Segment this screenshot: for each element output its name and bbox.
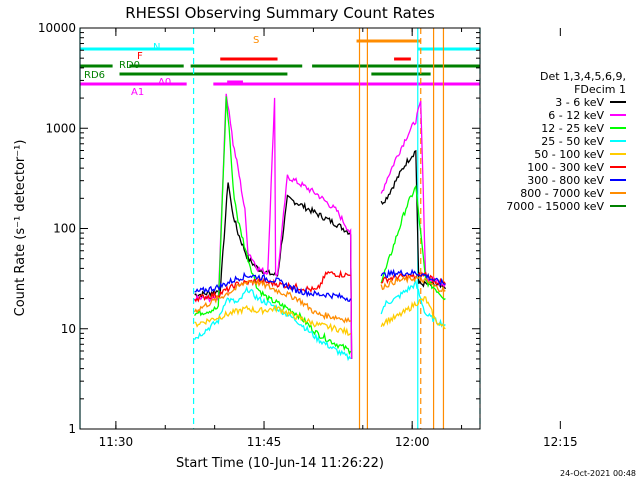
series-lines <box>194 93 446 362</box>
legend-entry: 12 - 25 keV <box>470 122 626 135</box>
legend-entry: 25 - 50 keV <box>470 135 626 148</box>
y-tick-label: 1 <box>68 422 76 436</box>
legend-entry: 100 - 300 keV <box>470 161 626 174</box>
legend-entry-label: 800 - 7000 keV <box>520 187 604 200</box>
legend-entry: 300 - 800 keV <box>470 174 626 187</box>
series-line-300-800-kev <box>194 271 352 302</box>
series-line-800-7000-kev <box>194 277 351 324</box>
chart-title: RHESSI Observing Summary Count Rates <box>125 4 435 22</box>
x-axis-label: Start Time (10-Jun-14 11:26:22) <box>176 456 384 471</box>
legend-entry-label: 3 - 6 keV <box>555 96 604 109</box>
y-tick-label: 10 <box>61 322 76 336</box>
series-line-50-100-kev <box>380 296 446 330</box>
y-tick-label: 1000 <box>45 121 76 135</box>
legend-entry: 3 - 6 keV <box>470 96 626 109</box>
legend-header-1: Det 1,3,4,5,6,9, <box>539 70 626 83</box>
flag-label-n: N <box>153 42 160 53</box>
flag-bars: NFSRD0RD6A0A1 <box>80 35 480 98</box>
series-line-25-50-kev <box>194 285 352 362</box>
legend-swatch <box>610 166 626 169</box>
legend-swatch <box>610 114 626 117</box>
legend-swatch <box>610 179 626 182</box>
legend-swatch <box>610 205 626 208</box>
series-line-100-300-kev <box>194 269 351 303</box>
legend-entry-label: 25 - 50 keV <box>541 135 604 148</box>
legend-entry-label: 6 - 12 keV <box>548 109 604 122</box>
legend-entry: 50 - 100 keV <box>470 148 626 161</box>
series-line-300-800-kev <box>380 268 446 286</box>
series-line-800-7000-kev <box>380 275 446 293</box>
legend-entry-label: 300 - 800 keV <box>527 174 604 187</box>
flag-label-rd6: RD6 <box>84 70 105 81</box>
legend-header-2: FDecim 1 <box>574 83 626 96</box>
flag-label-f: F <box>137 51 143 62</box>
legend-entry: 7000 - 15000 keV <box>470 200 626 213</box>
series-line-12-25-kev <box>194 96 352 356</box>
legend-swatch <box>610 192 626 195</box>
x-tick-label: 11:45 <box>247 435 282 449</box>
y-tick-label: 100 <box>53 222 76 236</box>
y-tick-label: 10000 <box>38 21 76 35</box>
legend-swatch <box>610 127 626 130</box>
legend-entry-label: 7000 - 15000 keV <box>506 200 604 213</box>
flag-label-rd0: RD0 <box>119 60 140 71</box>
x-tick-label: 12:15 <box>543 435 578 449</box>
x-tick-label: 12:00 <box>395 435 430 449</box>
series-line-50-100-kev <box>194 304 352 336</box>
legend-entry: 6 - 12 keV <box>470 109 626 122</box>
legend-swatch <box>610 140 626 143</box>
legend-entry: 800 - 7000 keV <box>470 187 626 200</box>
flag-label-a1: A1 <box>131 87 144 98</box>
legend-entry-label: 100 - 300 keV <box>527 161 604 174</box>
legend-swatch <box>610 153 626 156</box>
legend-swatch <box>610 101 626 104</box>
legend-entry-label: 50 - 100 keV <box>534 148 604 161</box>
x-tick-label: 11:30 <box>99 435 134 449</box>
axes: 11010010001000011:3011:4512:0012:1512:30… <box>38 21 578 449</box>
series-line-12-25-kev <box>380 184 446 301</box>
legend-entry-label: 12 - 25 keV <box>541 122 604 135</box>
flag-label-s: S <box>253 35 259 46</box>
footer-timestamp: 24-Oct-2021 00:48 <box>560 469 636 478</box>
y-axis-label: Count Rate (s⁻¹ detector⁻¹) <box>13 140 28 317</box>
